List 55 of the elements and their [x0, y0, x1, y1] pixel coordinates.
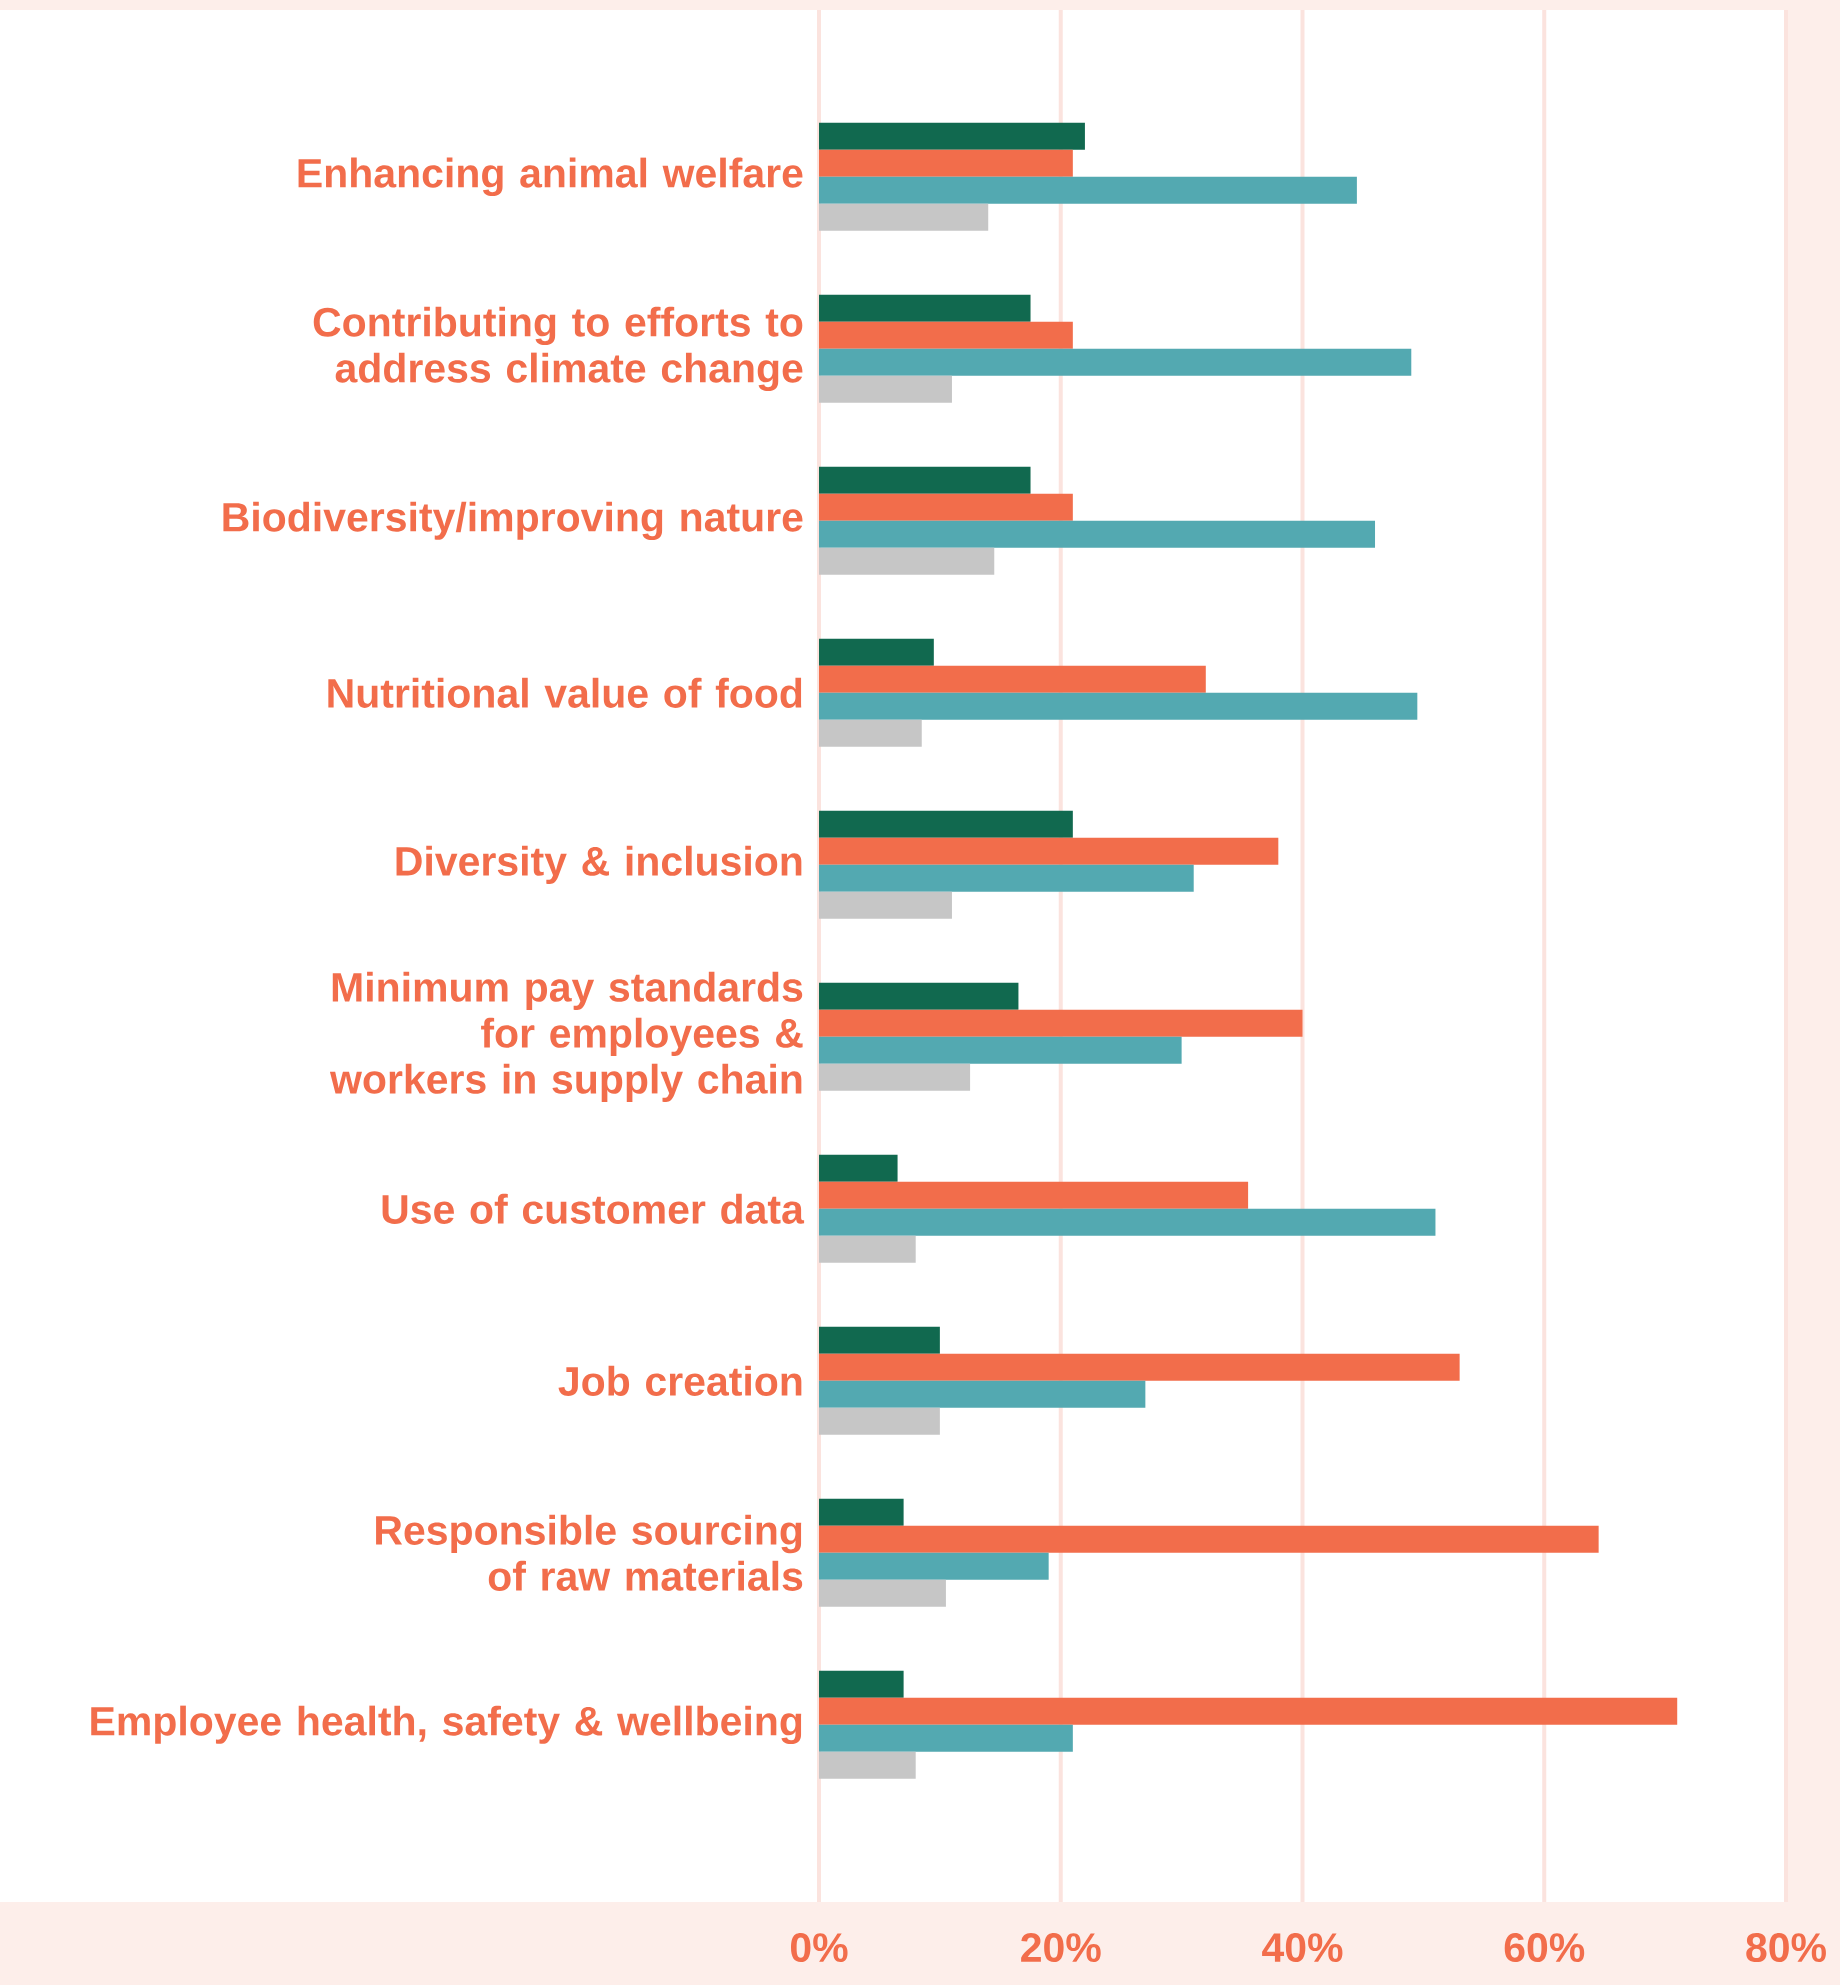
bar	[819, 982, 1019, 1010]
y-tick-label: Minimum pay standards for employees & workers in supply chain	[329, 971, 803, 1102]
bar	[819, 1552, 1049, 1580]
bar	[819, 810, 1073, 838]
y-tick-label: Enhancing animal welfare	[298, 157, 803, 197]
y-tick-label: Responsible sourcing of raw materials	[376, 1514, 803, 1591]
bar	[819, 1751, 916, 1779]
bar	[819, 1235, 916, 1263]
x-tick-label: 0%	[791, 1933, 848, 1963]
bar	[819, 719, 922, 747]
bar	[819, 321, 1073, 349]
bar	[819, 1036, 1182, 1064]
y-tick-label: Nutritional value of food	[328, 677, 802, 708]
y-tick-label: Use of customer data	[382, 1193, 805, 1224]
y-tick-label: Contributing to efforts to address climate change	[313, 306, 803, 392]
bar	[819, 1208, 1436, 1236]
bar	[819, 348, 1412, 376]
bar	[819, 638, 934, 666]
bar	[819, 375, 952, 403]
bar	[819, 176, 1357, 204]
bar	[819, 122, 1085, 150]
bar	[819, 547, 995, 575]
bar	[819, 1154, 898, 1182]
bar	[819, 203, 989, 231]
bar	[819, 665, 1206, 693]
bar	[819, 1724, 1073, 1752]
bar	[819, 891, 952, 919]
bar	[819, 1579, 946, 1607]
bar	[819, 1697, 1678, 1725]
bar	[819, 149, 1073, 177]
bar	[819, 1181, 1249, 1209]
bar	[819, 1525, 1599, 1553]
y-tick-label: Biodiversity/improving nature	[223, 501, 803, 541]
bar	[819, 493, 1073, 521]
bar	[819, 1407, 940, 1435]
bar	[819, 1009, 1303, 1037]
bar	[819, 1670, 904, 1698]
bar	[819, 520, 1376, 548]
x-tick-label: 60%	[1504, 1933, 1585, 1963]
bar	[819, 692, 1418, 720]
y-tick-label: Diversity & inclusion	[396, 845, 802, 884]
y-tick-label: Job creation	[558, 1365, 802, 1396]
x-tick-label: 20%	[1021, 1933, 1101, 1963]
bar	[819, 1063, 971, 1091]
bar	[819, 1353, 1460, 1381]
bar	[819, 1380, 1146, 1408]
bar	[819, 837, 1279, 865]
bar	[819, 1498, 904, 1526]
bar	[819, 466, 1031, 494]
bar	[819, 294, 1031, 322]
x-tick-label: 40%	[1262, 1933, 1343, 1963]
x-tick-label: 80%	[1746, 1933, 1826, 1963]
bar	[819, 1326, 940, 1354]
bar	[819, 864, 1194, 892]
y-tick-label: Employee health, safety & wellbeing	[91, 1705, 802, 1745]
